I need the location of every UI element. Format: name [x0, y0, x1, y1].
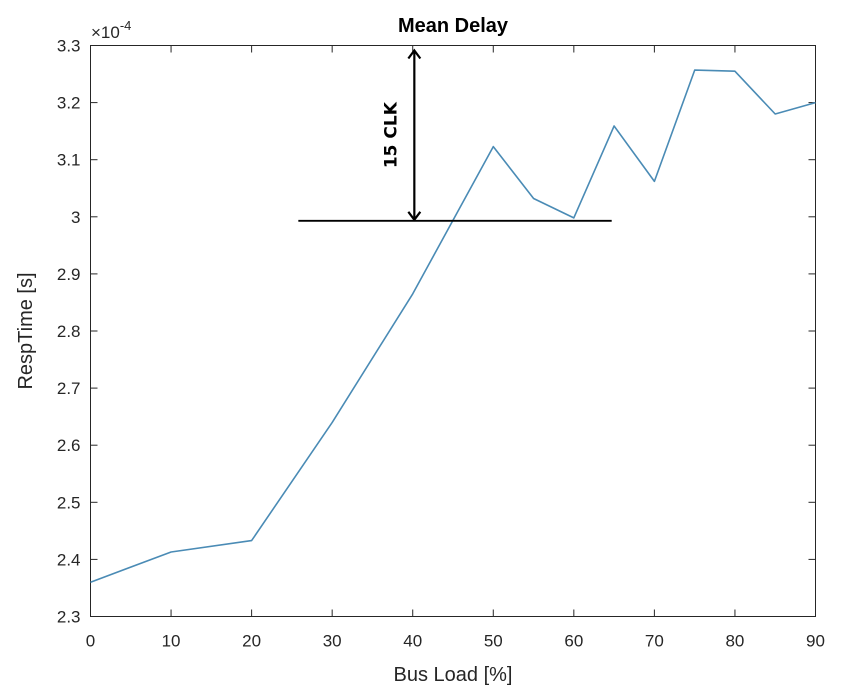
annotation-layer: 15 CLK — [298, 48, 612, 222]
x-tick-label: 60 — [564, 632, 583, 651]
x-axis-label: Bus Load [%] — [394, 664, 513, 686]
x-tick-label: 40 — [403, 632, 422, 651]
y-tick-label: 2.5 — [57, 493, 81, 512]
x-tick-label: 70 — [645, 632, 664, 651]
axis-ticks — [90, 45, 816, 617]
chart-title: Mean Delay — [398, 15, 509, 37]
x-tick-label: 90 — [806, 632, 825, 651]
y-tick-label: 2.3 — [57, 608, 81, 627]
y-tick-label: 2.8 — [57, 322, 81, 341]
y-exponent-power: -4 — [120, 18, 132, 33]
y-tick-label: 3 — [71, 208, 80, 227]
x-tick-label: 10 — [162, 632, 181, 651]
svg-text:×10-4: ×10-4 — [91, 18, 131, 42]
y-tick-label: 3.2 — [57, 94, 81, 113]
x-tick-label: 80 — [725, 632, 744, 651]
series-layer — [90, 69, 816, 583]
x-tick-label: 50 — [484, 632, 503, 651]
x-tick-label: 20 — [242, 632, 261, 651]
y-tick-label: 2.7 — [57, 379, 81, 398]
y-tick-label: 2.6 — [57, 436, 81, 455]
y-axis-exponent: ×10-4 — [91, 18, 131, 42]
arrow-head-up — [407, 48, 422, 60]
y-exponent-base: ×10 — [91, 23, 120, 42]
series-line — [90, 69, 816, 583]
plot-area — [90, 45, 816, 617]
x-tick-labels: 0 10 20 30 40 50 60 70 80 90 — [86, 632, 825, 651]
y-tick-label: 2.4 — [57, 550, 81, 569]
y-tick-label: 2.9 — [57, 265, 81, 284]
y-tick-labels: 2.3 2.4 2.5 2.6 2.7 2.8 2.9 3 3.1 3.2 3.3 — [57, 37, 81, 627]
annotation-label: 15 CLK — [381, 101, 401, 168]
arrow-head-down — [407, 211, 422, 222]
y-tick-label: 3.3 — [57, 37, 81, 56]
y-tick-label: 3.1 — [57, 151, 81, 170]
x-tick-label: 30 — [323, 632, 342, 651]
x-tick-label: 0 — [86, 632, 95, 651]
y-axis-label: RespTime [s] — [15, 272, 37, 389]
